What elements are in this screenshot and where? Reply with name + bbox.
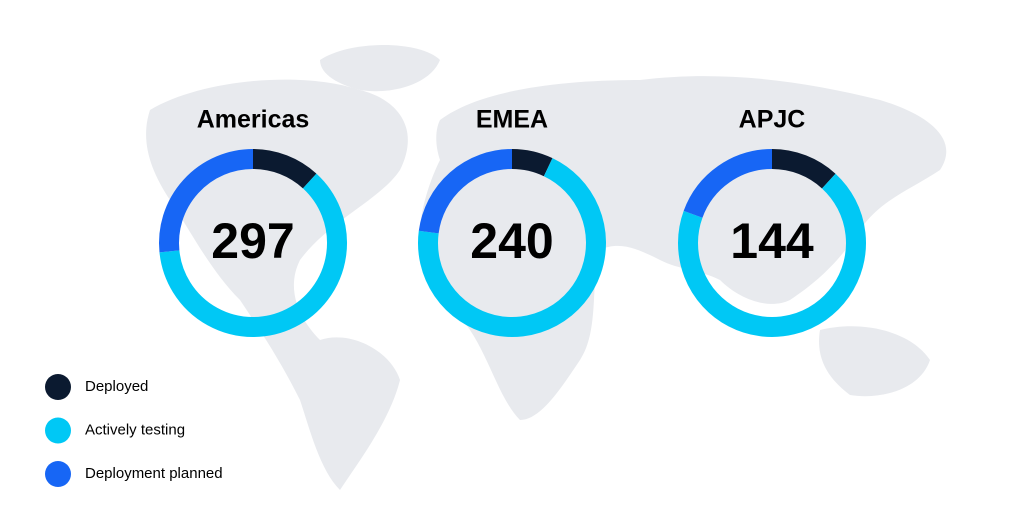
- donut-total: 297: [211, 213, 294, 269]
- donut-total: 144: [730, 213, 814, 269]
- donut-title: Americas: [197, 106, 310, 134]
- legend-label: Deployed: [85, 378, 148, 395]
- donut-segment: [418, 158, 606, 337]
- legend-label: Actively testing: [85, 421, 185, 438]
- donut-segment: [511, 149, 553, 177]
- donut-segment: [159, 173, 347, 337]
- donut-segment: [252, 149, 317, 189]
- donut-segment: [418, 149, 513, 234]
- donut-segment: [159, 149, 254, 253]
- legend-marker: [45, 461, 71, 487]
- donut-segment: [683, 149, 773, 219]
- donut-segment: [771, 149, 836, 189]
- legend-label: Deployment planned: [85, 465, 223, 482]
- donut-title: APJC: [739, 106, 806, 134]
- donut-total: 240: [470, 213, 553, 269]
- legend-marker: [45, 374, 71, 400]
- legend-marker: [45, 417, 71, 444]
- donut-title: EMEA: [476, 106, 548, 134]
- donut-segment: [678, 173, 866, 337]
